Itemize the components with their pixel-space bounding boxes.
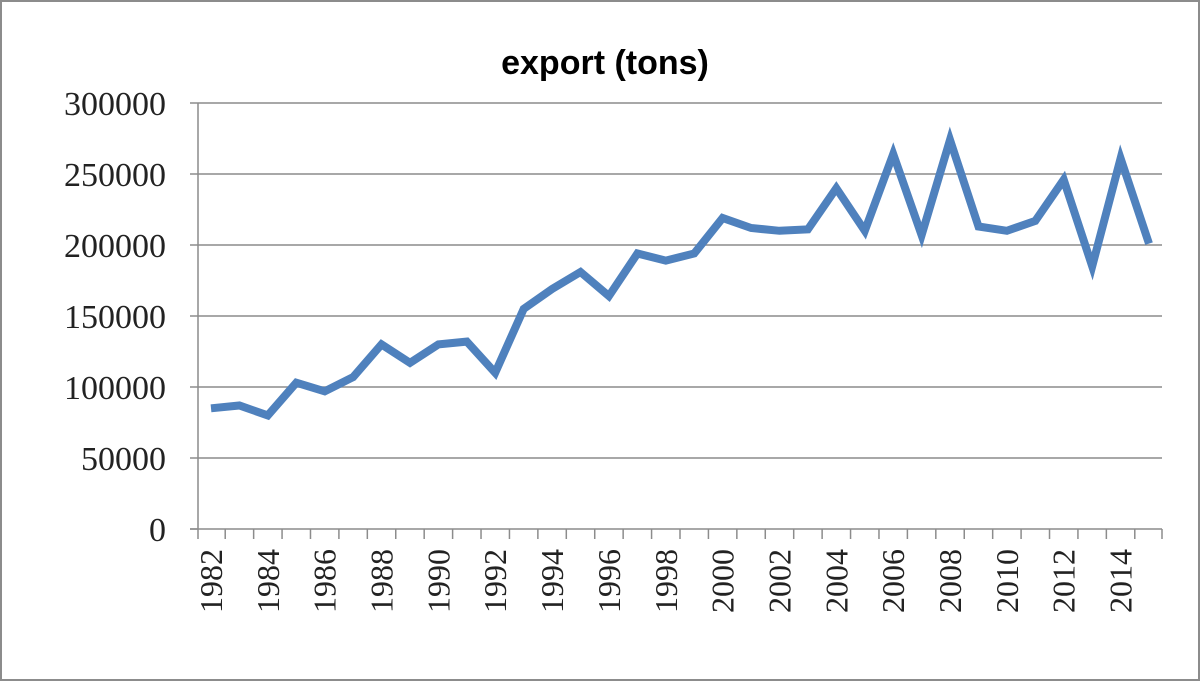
x-tick-label: 2000 xyxy=(705,549,741,613)
y-tick-label: 0 xyxy=(149,512,166,549)
x-tick-label: 2010 xyxy=(989,549,1025,613)
x-tick-label: 1990 xyxy=(420,549,456,613)
series xyxy=(210,126,1153,421)
y-tick-label: 50000 xyxy=(81,441,166,478)
x-tick-label: 1984 xyxy=(250,549,286,613)
series-line-export xyxy=(210,126,1153,421)
y-axis-tick-labels: 0 50000 100000 150000 200000 250000 300000 xyxy=(64,86,166,549)
x-tick-label: 1992 xyxy=(477,549,513,613)
x-tick-label: 1998 xyxy=(648,549,684,613)
x-tick-label: 1982 xyxy=(193,549,229,613)
chart-title: export (tons) xyxy=(501,44,709,82)
gridlines xyxy=(198,102,1162,459)
x-tick-label: 2006 xyxy=(875,549,911,613)
x-tick-label: 1994 xyxy=(534,549,570,613)
x-tick-label: 1986 xyxy=(307,549,343,613)
x-tick-label: 2008 xyxy=(932,549,968,613)
y-tick-label: 250000 xyxy=(64,157,166,194)
x-tick-label: 1996 xyxy=(591,549,627,613)
x-axis-tick-labels: 1982 1984 1986 1988 1990 1992 1994 1996 1998 2000… xyxy=(193,549,1139,613)
x-tick-label: 2012 xyxy=(1046,549,1082,613)
y-tick-label: 200000 xyxy=(64,228,166,265)
x-tick-label: 1988 xyxy=(364,549,400,613)
x-tick-label: 2014 xyxy=(1103,549,1139,613)
y-tick-label: 100000 xyxy=(64,370,166,407)
x-tick-label: 2004 xyxy=(818,549,854,613)
y-tick-label: 300000 xyxy=(64,86,166,123)
y-tick-label: 150000 xyxy=(64,299,166,336)
axes xyxy=(190,102,1163,539)
x-tick-label: 2002 xyxy=(761,549,797,613)
